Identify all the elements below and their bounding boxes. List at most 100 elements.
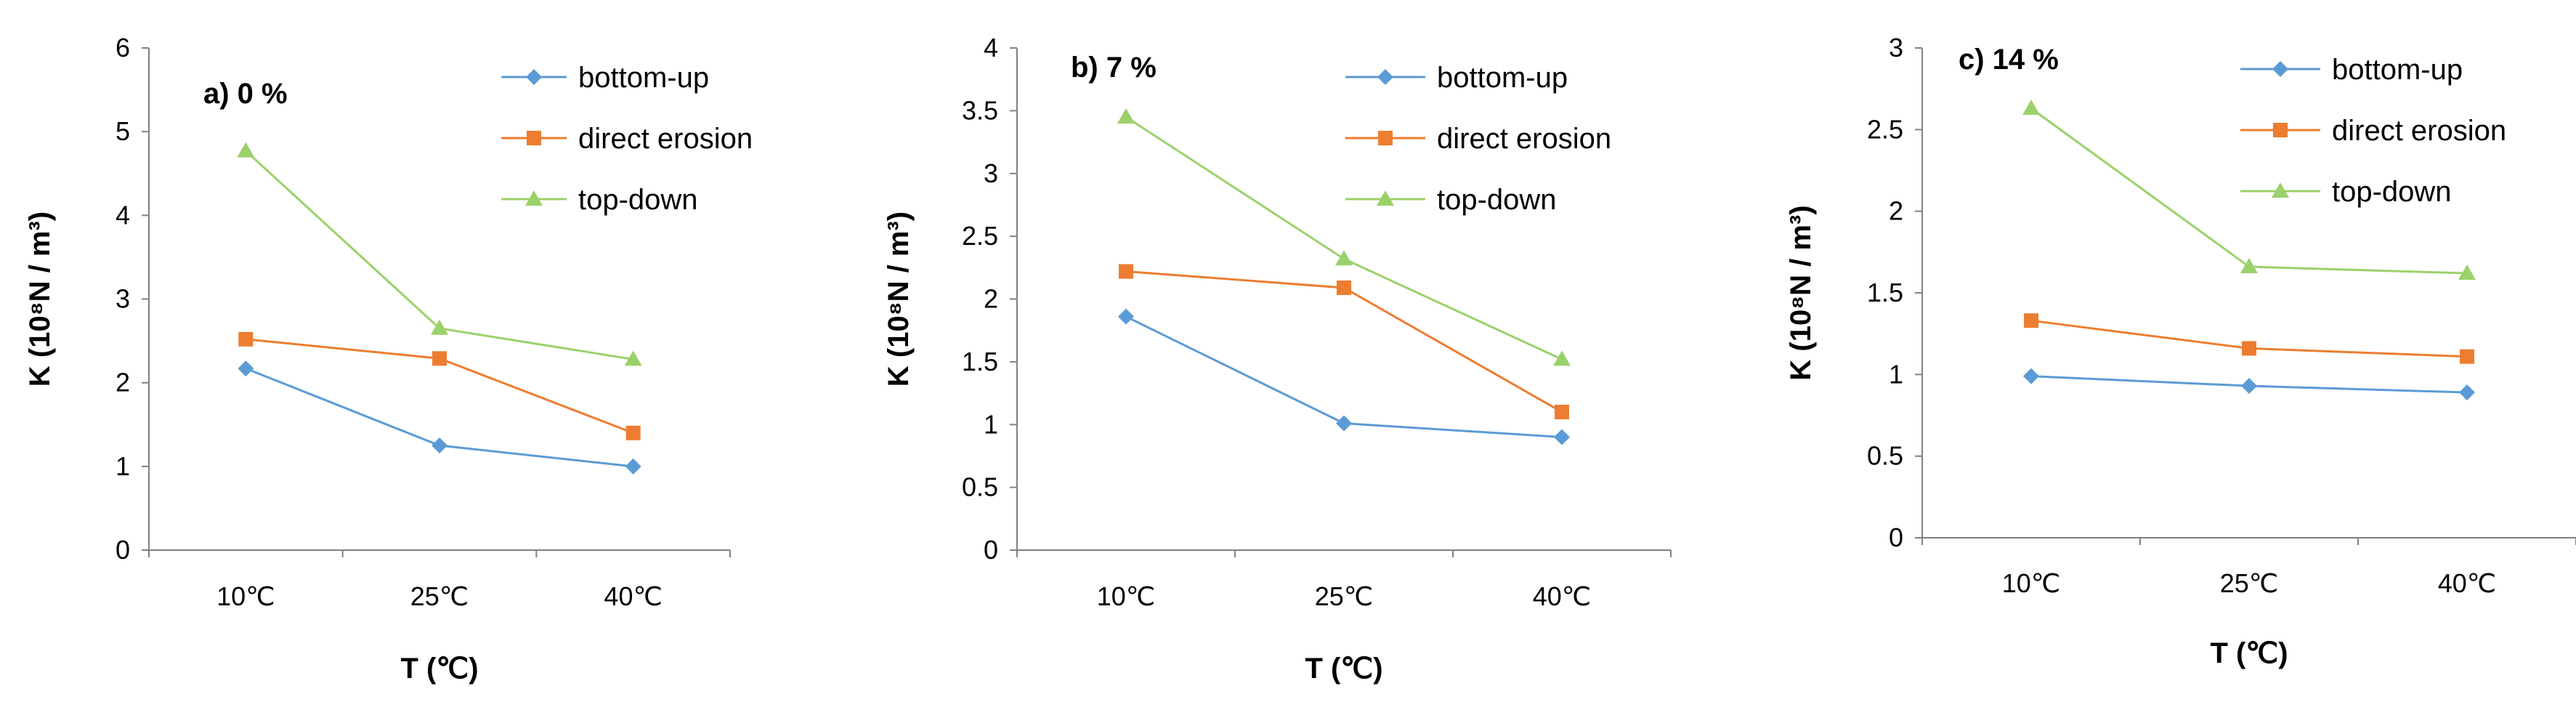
x-axis-title: T (℃) bbox=[1305, 653, 1382, 685]
data-point bbox=[1118, 308, 1134, 325]
series-top-down bbox=[2022, 100, 2476, 281]
legend-marker bbox=[527, 131, 541, 145]
data-point bbox=[625, 425, 641, 440]
chart-b-plot: 0 0.5 1 1.5 2 2.5 3 3.5 4 10℃ 25℃ 40℃ T (℃) K (10⁸N /… bbox=[883, 33, 1672, 685]
panel-label: c) 14 % bbox=[1959, 44, 2059, 76]
legend-label: bottom-up bbox=[578, 62, 709, 94]
series-direct-erosion bbox=[2024, 313, 2474, 364]
y-tick-label: 1.5 bbox=[1867, 278, 1903, 307]
data-point bbox=[1554, 429, 1570, 445]
y-tick-label: 2.5 bbox=[962, 221, 998, 251]
data-point bbox=[2242, 341, 2256, 356]
chart-c-14-percent: 0 0.5 1 1.5 2 2.5 3 10℃ 25℃ 40℃ T (℃) K (10⁸N / m³)… bbox=[1717, 0, 2576, 710]
y-tick-label: 0 bbox=[984, 535, 998, 565]
legend-label: top-down bbox=[578, 184, 698, 216]
y-tick-label: 0.5 bbox=[1867, 441, 1903, 471]
legend-label: bottom-up bbox=[2332, 54, 2463, 86]
x-tick-label: 25℃ bbox=[1315, 581, 1373, 611]
legend-marker bbox=[1377, 190, 1394, 206]
legend-marker bbox=[526, 69, 542, 85]
legend-entry: bottom-up bbox=[1345, 62, 1568, 94]
data-point bbox=[1553, 350, 1571, 366]
legend-label: bottom-up bbox=[1437, 62, 1568, 94]
y-tick-label: 3 bbox=[1889, 33, 1903, 62]
y-tick-label: 4 bbox=[116, 200, 130, 230]
legend-entry: top-down bbox=[1345, 184, 1557, 216]
data-point bbox=[2460, 349, 2474, 364]
x-tick-label: 10℃ bbox=[1097, 581, 1155, 611]
data-point bbox=[625, 458, 641, 475]
legend-entry: bottom-up bbox=[501, 62, 709, 94]
y-tick-label: 3 bbox=[116, 284, 130, 314]
data-point bbox=[2022, 100, 2040, 116]
chart-c-plot: 0 0.5 1 1.5 2 2.5 3 10℃ 25℃ 40℃ T (℃) K (10⁸N / m³)… bbox=[1785, 33, 2576, 669]
legend-marker bbox=[1377, 69, 1393, 85]
x-tick-label: 40℃ bbox=[1533, 581, 1591, 611]
series-top-down bbox=[1117, 108, 1571, 366]
data-point bbox=[432, 351, 447, 366]
x-tick-label: 10℃ bbox=[2002, 568, 2060, 598]
data-point bbox=[431, 319, 448, 335]
chart-b-7-percent: 0 0.5 1 1.5 2 2.5 3 3.5 4 10℃ 25℃ 40℃ T (℃) K (10⁸N /… bbox=[859, 0, 1717, 710]
data-point bbox=[2458, 265, 2476, 281]
legend-label: direct erosion bbox=[578, 123, 753, 155]
legend-entry: direct erosion bbox=[2240, 115, 2506, 147]
y-tick-label: 5 bbox=[116, 116, 130, 146]
y-tick-label: 3 bbox=[984, 158, 998, 188]
legend-entry: top-down bbox=[501, 184, 698, 216]
x-tick-label: 40℃ bbox=[2438, 568, 2496, 598]
legend-marker bbox=[1378, 131, 1393, 145]
series-direct-erosion bbox=[238, 331, 641, 440]
series-top-down bbox=[237, 142, 642, 366]
panel-label: a) 0 % bbox=[203, 78, 288, 110]
x-axis-title: T (℃) bbox=[400, 653, 478, 685]
legend-entry: direct erosion bbox=[501, 123, 753, 155]
y-tick-label: 6 bbox=[116, 33, 130, 62]
series-bottom-up bbox=[1118, 308, 1570, 445]
data-point bbox=[1555, 404, 1569, 419]
legend-label: top-down bbox=[2332, 176, 2452, 208]
y-axis-title: K (10⁸N / m³) bbox=[1785, 205, 1817, 380]
x-tick-label: 25℃ bbox=[410, 581, 469, 611]
data-point bbox=[2240, 258, 2258, 274]
x-tick-label: 10℃ bbox=[216, 581, 275, 611]
y-tick-label: 1 bbox=[116, 451, 130, 481]
y-tick-label: 2 bbox=[116, 368, 130, 398]
y-axis-title: K (10⁸N / m³) bbox=[883, 211, 915, 387]
legend-marker bbox=[525, 190, 543, 206]
y-tick-label: 0 bbox=[1889, 523, 1903, 552]
y-tick-label: 0 bbox=[116, 535, 130, 565]
y-tick-label: 2 bbox=[1889, 196, 1903, 226]
legend-entry: direct erosion bbox=[1345, 123, 1611, 155]
series-bottom-up bbox=[2023, 368, 2475, 401]
series-bottom-up bbox=[238, 360, 641, 475]
data-point bbox=[1119, 264, 1133, 279]
y-tick-label: 1.5 bbox=[962, 347, 998, 376]
y-tick-label: 1 bbox=[1889, 359, 1903, 389]
y-tick-label: 1 bbox=[984, 409, 998, 439]
panel-label: b) 7 % bbox=[1071, 52, 1157, 84]
y-axis-title: K (10⁸N / m³) bbox=[24, 211, 56, 387]
data-point bbox=[1337, 280, 1351, 295]
data-point bbox=[1336, 415, 1352, 432]
legend-label: direct erosion bbox=[2332, 115, 2506, 147]
y-tick-label: 0.5 bbox=[962, 472, 998, 502]
data-point bbox=[238, 360, 254, 377]
data-point bbox=[432, 437, 447, 454]
x-tick-label: 40℃ bbox=[604, 581, 662, 611]
chart-a-0-percent: 0 1 2 3 4 5 6 10℃ 25℃ 40℃ T (℃) K (10⁸N / m³) a) 0 %… bbox=[0, 0, 859, 710]
legend-marker bbox=[2273, 123, 2288, 137]
y-tick-label: 2 bbox=[984, 284, 998, 314]
data-point bbox=[238, 331, 254, 347]
data-point bbox=[1335, 250, 1353, 266]
y-tick-label: 4 bbox=[984, 33, 998, 62]
data-point bbox=[2023, 368, 2039, 384]
chart-a-plot: 0 1 2 3 4 5 6 10℃ 25℃ 40℃ T (℃) K (10⁸N / m³) a) 0 %… bbox=[24, 33, 753, 685]
data-point bbox=[1117, 108, 1135, 124]
data-point bbox=[2241, 378, 2257, 395]
x-axis-title: T (℃) bbox=[2210, 637, 2288, 669]
legend-entry: bottom-up bbox=[2240, 54, 2463, 86]
legend-label: top-down bbox=[1437, 184, 1557, 216]
y-tick-label: 2.5 bbox=[1867, 114, 1903, 144]
x-tick-label: 25℃ bbox=[2220, 568, 2278, 598]
